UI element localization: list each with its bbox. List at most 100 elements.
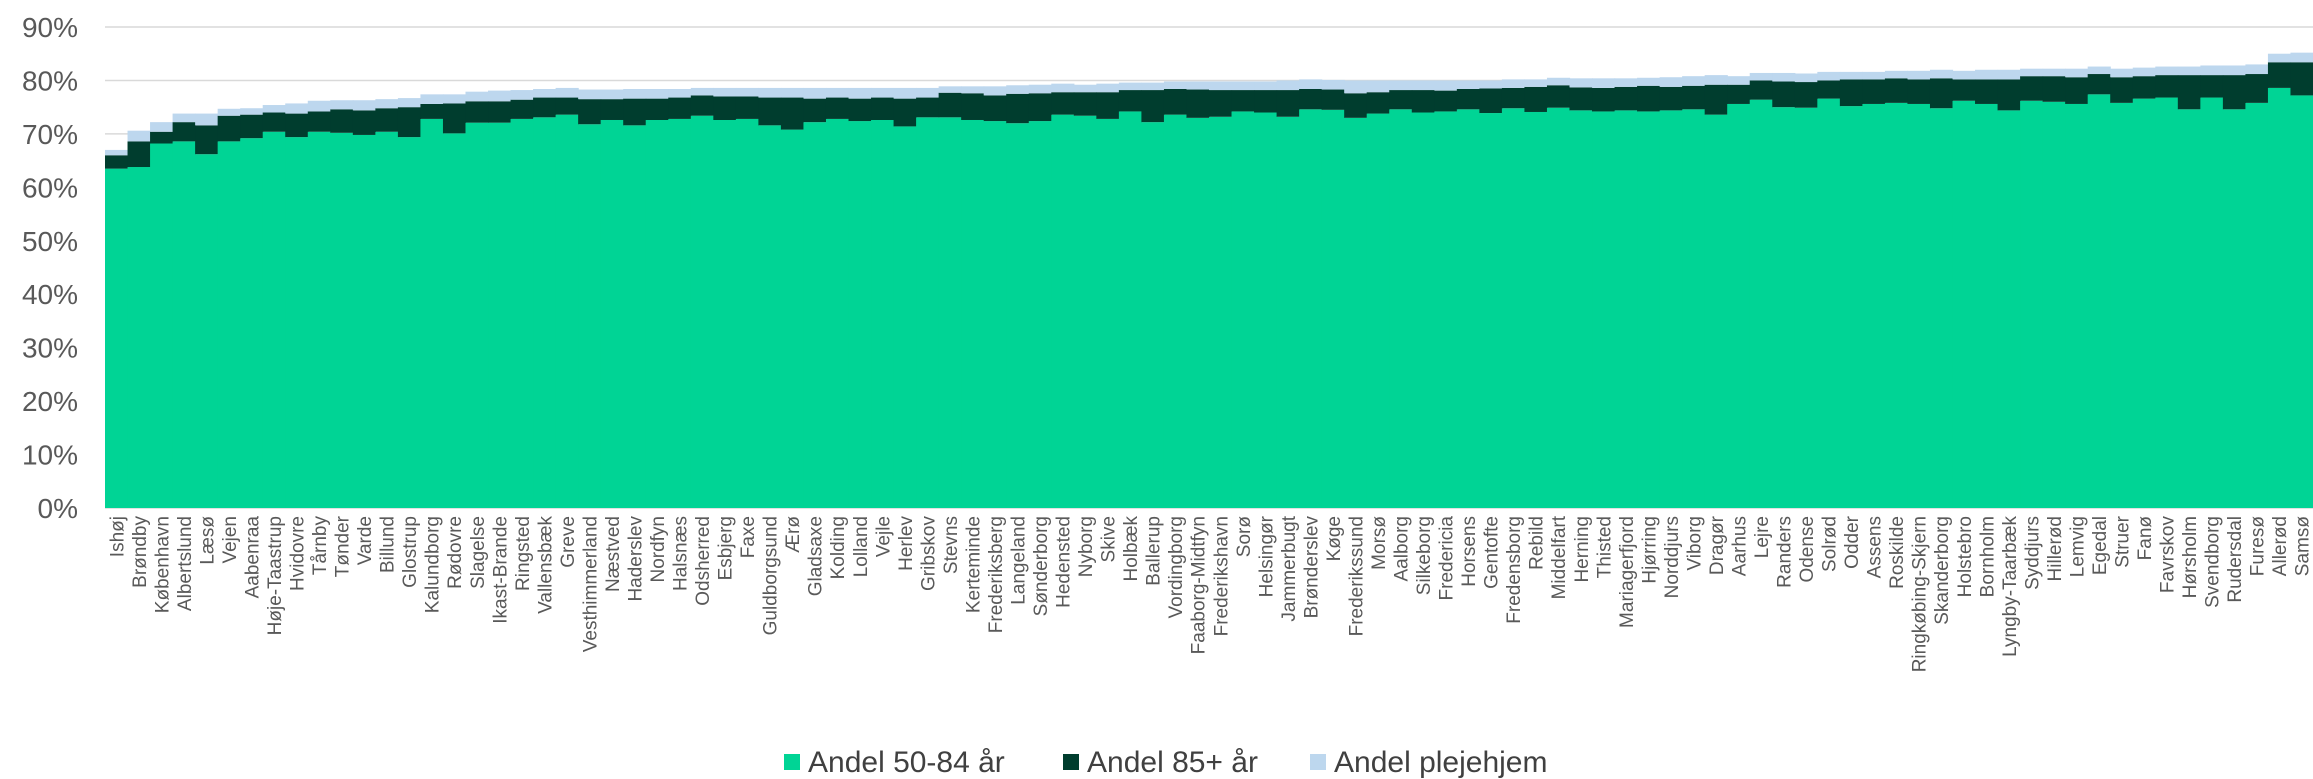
bar-segment-85plus xyxy=(2132,76,2156,99)
legend-swatch xyxy=(1310,754,1326,770)
x-tick-label: Syddjurs xyxy=(2022,516,2043,590)
bar-segment-85plus xyxy=(1682,85,1706,110)
x-tick-label: Silkeborg xyxy=(1414,516,1435,595)
bar-segment-85plus xyxy=(1051,92,1075,115)
bar-segment-plejehjem xyxy=(2087,66,2111,75)
bar-segment-85plus xyxy=(1929,78,1954,109)
x-tick-label: Faxe xyxy=(738,516,759,558)
x-tick-label: Svendborg xyxy=(2203,516,2224,608)
bar-segment-85plus xyxy=(1794,82,1818,108)
bar-segment-85plus xyxy=(938,92,962,118)
x-tick-label: Esbjerg xyxy=(716,516,737,580)
x-tick-label: Lyngby-Taarbæk xyxy=(2000,516,2021,657)
bar-segment-85plus xyxy=(442,103,467,134)
bar-segment-85plus xyxy=(1411,90,1435,113)
bar-segment-50-84 xyxy=(645,119,669,509)
bar-segment-85plus xyxy=(1479,88,1503,114)
x-tick-label: Vesthimmerland xyxy=(580,516,601,652)
x-tick-label: Helsingør xyxy=(1256,515,1277,597)
bar-segment-50-84 xyxy=(1772,107,1796,509)
x-tick-label: Høje-Taastrup xyxy=(265,516,286,635)
legend: Andel 50-84 år Andel 85+ år Andel plejehje… xyxy=(784,746,1547,779)
x-tick-label: Glostrup xyxy=(400,516,421,588)
x-tick-label: Hørsholm xyxy=(2180,516,2201,598)
x-tick-label: Lemvig xyxy=(2067,516,2088,577)
bar-segment-50-84 xyxy=(465,122,489,509)
bar-segment-85plus xyxy=(1704,84,1728,115)
x-tick-label: Hedensted xyxy=(1054,516,1075,608)
bar-segment-50-84 xyxy=(150,143,174,508)
x-tick-label: Frederiksberg xyxy=(986,516,1007,633)
bar-segment-plejehjem xyxy=(105,149,129,156)
bar-segment-plejehjem xyxy=(1344,80,1368,94)
x-tick-label: København xyxy=(152,516,173,613)
bar-segment-50-84 xyxy=(240,138,264,508)
bar-segment-50-84 xyxy=(2020,100,2044,508)
bar-segment-plejehjem xyxy=(1862,71,1886,80)
bar-segment-85plus xyxy=(1434,90,1458,112)
bar-segment-50-84 xyxy=(420,118,444,509)
bar-segment-50-84 xyxy=(1051,114,1075,509)
bar-segment-85plus xyxy=(668,97,692,119)
bar-segment-50-84 xyxy=(623,125,647,508)
bar-segment-50-84 xyxy=(1839,106,1863,508)
bar-segment-plejehjem xyxy=(1209,81,1233,91)
bar-segment-plejehjem xyxy=(1997,69,2021,80)
bar-segment-plejehjem xyxy=(1456,80,1480,89)
x-tick-label: Furesø xyxy=(2248,516,2269,577)
bar-segment-50-84 xyxy=(1704,114,1728,509)
x-tick-label: Thisted xyxy=(1594,516,1615,578)
bar-segment-85plus xyxy=(2087,74,2111,95)
bar-segment-50-84 xyxy=(307,131,331,508)
bar-segment-50-84 xyxy=(1389,109,1413,509)
bar-segment-50-84 xyxy=(600,119,624,509)
bar-segment-85plus xyxy=(1749,80,1773,100)
bar-segment-50-84 xyxy=(2177,109,2201,509)
bar-segment-50-84 xyxy=(1163,114,1188,509)
x-tick-label: Frederikshavn xyxy=(1211,516,1232,636)
bar-segment-plejehjem xyxy=(1501,79,1526,88)
bar-segment-plejehjem xyxy=(983,86,1007,96)
bar-segment-50-84 xyxy=(2222,109,2247,509)
bar-segment-plejehjem xyxy=(2065,68,2089,78)
bar-segment-85plus xyxy=(983,95,1007,122)
bar-segment-50-84 xyxy=(1096,118,1120,509)
bar-segment-plejehjem xyxy=(2177,66,2201,76)
bar-segment-85plus xyxy=(488,101,512,123)
bar-segment-plejehjem xyxy=(916,87,940,98)
x-tick-label: Samsø xyxy=(2293,516,2313,577)
bar-segment-plejehjem xyxy=(690,87,714,96)
bar-segment-plejehjem xyxy=(1524,79,1548,87)
bar-segment-85plus xyxy=(871,97,895,120)
x-tick-label: Ballerup xyxy=(1144,516,1165,586)
bar-segment-50-84 xyxy=(848,121,872,508)
bar-segment-85plus xyxy=(1817,80,1841,99)
bar-segment-50-84 xyxy=(2200,97,2224,509)
x-tick-label: Skive xyxy=(1099,516,1120,562)
bar-segment-85plus xyxy=(1997,79,2021,111)
x-tick-label: Ærø xyxy=(783,516,804,553)
bar-segment-85plus xyxy=(713,96,737,120)
bar-segment-50-84 xyxy=(1659,110,1683,509)
bar-segment-plejehjem xyxy=(1073,84,1097,93)
bar-segment-plejehjem xyxy=(1637,77,1661,86)
bar-segment-50-84 xyxy=(1366,113,1390,508)
bar-segment-plejehjem xyxy=(758,87,782,98)
bar-segment-plejehjem xyxy=(1929,69,1954,79)
legend-swatch xyxy=(1063,754,1079,770)
bar-segment-plejehjem xyxy=(1727,76,1751,85)
x-tick-label: Horsens xyxy=(1459,516,1480,587)
bar-segment-50-84 xyxy=(1749,99,1773,509)
x-tick-label: Kalundborg xyxy=(423,516,444,613)
bar-segment-50-84 xyxy=(1299,109,1323,509)
bar-segment-plejehjem xyxy=(1276,80,1300,91)
bar-segment-plejehjem xyxy=(1299,79,1323,89)
bar-segment-50-84 xyxy=(713,119,737,509)
bar-segment-plejehjem xyxy=(2267,53,2292,63)
y-tick-label: 90% xyxy=(22,12,78,43)
bar-segment-50-84 xyxy=(668,118,692,509)
bar-segment-85plus xyxy=(2155,75,2179,98)
x-tick-label: Langeland xyxy=(1008,516,1029,605)
bar-segment-50-84 xyxy=(690,115,714,508)
